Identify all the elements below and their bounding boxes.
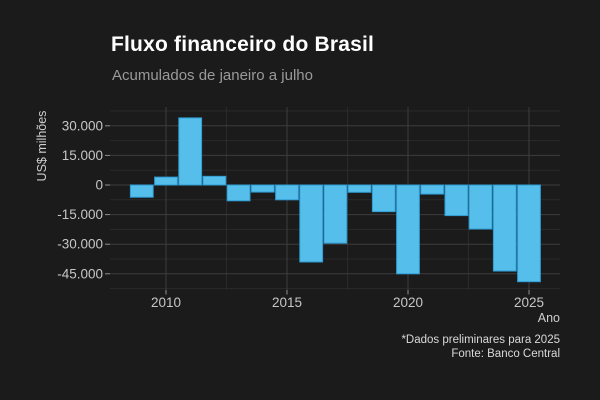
bar-2023 [468, 184, 493, 230]
y-tick-label: 0 [95, 178, 103, 193]
bar-2025 [517, 184, 541, 283]
bar-2010 [154, 176, 178, 186]
bar-2013 [226, 184, 251, 202]
bar-2018 [347, 184, 372, 193]
chart-title: Fluxo financeiro do Brasil [111, 33, 375, 56]
x-tick-label: 2015 [272, 295, 302, 310]
x-tick-label: 2010 [151, 295, 181, 310]
y-tick-label: 30.000 [62, 118, 103, 133]
bar-2021 [420, 184, 445, 195]
bar-2009 [129, 184, 154, 198]
bar-2014 [250, 184, 275, 193]
y-tick-label: -45.000 [57, 266, 103, 281]
x-axis-title: Ano [537, 311, 560, 325]
bar-2017 [323, 184, 348, 244]
x-tick-label: 2025 [514, 295, 544, 310]
bar-2022 [444, 184, 469, 217]
footnote: *Dados preliminares para 2025 [401, 334, 560, 346]
y-tick-label: -15.000 [57, 207, 103, 222]
bar-2012 [202, 175, 227, 186]
chart-subtitle: Acumulados de janeiro a julho [112, 67, 313, 84]
bar-2019 [371, 184, 396, 213]
bar-2011 [178, 117, 203, 186]
bar-2020 [396, 184, 420, 275]
source-credit: Fonte: Banco Central [451, 348, 560, 360]
y-tick-label: 15.000 [62, 148, 103, 163]
bar-2016 [299, 184, 324, 263]
x-tick-label: 2020 [393, 295, 423, 310]
bar-2024 [492, 184, 517, 272]
y-tick-label: -30.000 [57, 237, 103, 252]
bar-2015 [275, 184, 299, 201]
